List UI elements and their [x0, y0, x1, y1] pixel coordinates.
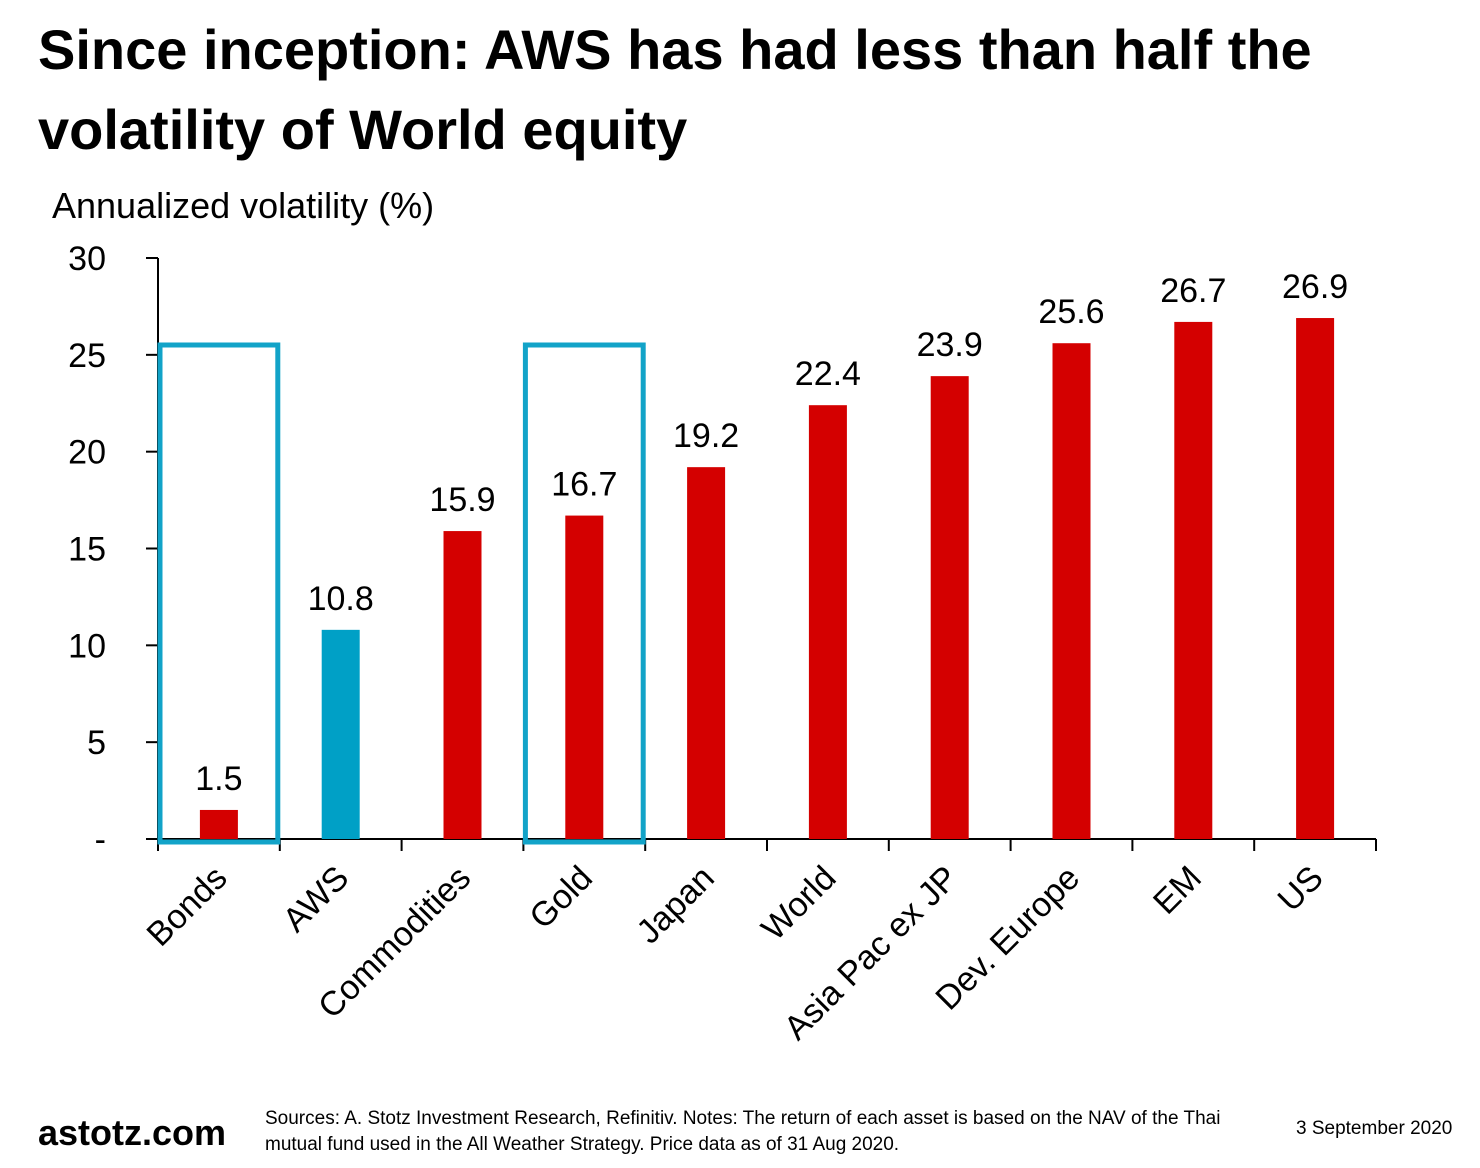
value-label-commodities: 15.9	[429, 481, 495, 519]
value-label-dev-europe: 25.6	[1038, 293, 1104, 331]
x-tick-label-bonds: Bonds	[140, 859, 235, 954]
value-label-japan: 19.2	[673, 417, 739, 455]
value-label-gold: 16.7	[551, 466, 617, 504]
bar-asia-pac-ex-jp	[930, 376, 969, 839]
footer-date: 3 September 2020	[1296, 1118, 1453, 1139]
value-label-us: 26.9	[1282, 268, 1348, 306]
value-label-aws: 10.8	[308, 580, 374, 618]
chart-title: Since inception: AWS has had less than h…	[38, 18, 1312, 161]
x-tick-label-em: EM	[1146, 859, 1209, 922]
x-tick-label-world: World	[754, 859, 843, 948]
x-tick-label-gold: Gold	[522, 859, 600, 937]
footer-notes: Sources: A. Stotz Investment Research, R…	[265, 1108, 1221, 1155]
bar-chart: 1.510.815.9 16.719.222.423.925.626.7 26.9 …	[68, 240, 1377, 1048]
x-tick-label-aws: AWS	[276, 859, 357, 940]
bar-bonds	[199, 809, 238, 839]
bar-commodities	[443, 531, 482, 839]
bar-aws	[321, 629, 360, 839]
bars	[199, 318, 1335, 840]
bar-japan	[687, 467, 726, 839]
highlight-box-bonds	[157, 342, 281, 845]
y-tick-label: 30	[68, 240, 106, 278]
y-tick-label: 15	[68, 531, 106, 569]
value-labels: 1.5 10.8 15.9 16.7 19.2 22.4 23.9 25.6 26.7 26.9	[195, 268, 1348, 798]
y-axis-label: Annualized volatility (%)	[52, 185, 435, 226]
y-tick-label: 5	[87, 724, 106, 762]
value-label-em: 26.7	[1160, 272, 1226, 310]
y-tick-label: -	[95, 821, 106, 859]
y-tick-label: 25	[68, 337, 106, 375]
value-label-world: 22.4	[795, 355, 861, 393]
x-tick-label-japan: Japan	[629, 859, 721, 951]
y-tick-label: 20	[68, 434, 106, 472]
bar-us	[1296, 318, 1335, 840]
bar-dev-europe	[1052, 343, 1091, 839]
bar-em	[1174, 321, 1213, 839]
bar-gold	[565, 515, 604, 839]
value-label-bonds: 1.5	[195, 760, 242, 798]
bar-world	[808, 405, 847, 839]
highlight-box-gold	[522, 342, 646, 845]
highlight-boxes	[157, 342, 646, 845]
value-label-asia-pac-ex-jp: 23.9	[917, 326, 983, 364]
footer-logo: astotz.com	[38, 1112, 227, 1153]
x-tick-label-us: US	[1270, 859, 1330, 919]
y-tick-labels: - 5 10 15 20 25 30	[68, 240, 106, 859]
y-tick-label: 10	[68, 627, 106, 665]
